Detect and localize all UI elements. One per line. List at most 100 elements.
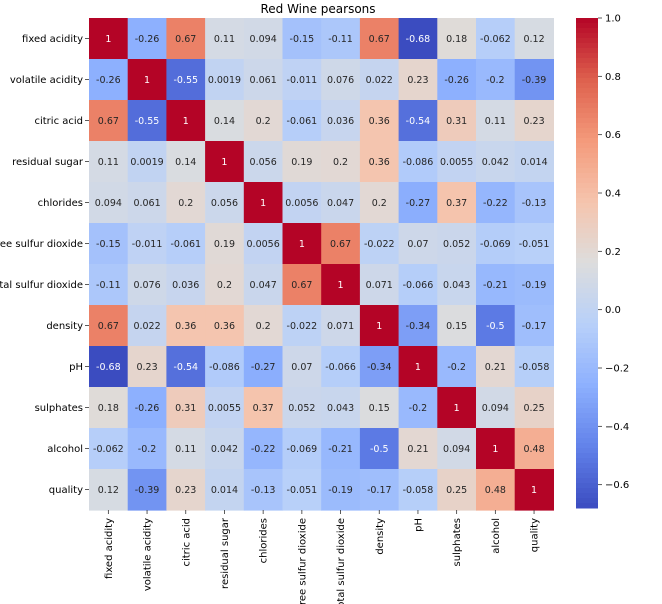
heatmap-cell (243, 223, 284, 265)
cell-value-label: -0.17 (522, 321, 547, 332)
heatmap-cell (437, 18, 477, 60)
heatmap-cell (321, 305, 361, 347)
heatmap-cell (166, 346, 206, 388)
cell-value-label: 0.094 (482, 403, 509, 414)
cell-value-label: 0.042 (211, 444, 238, 455)
colorbar-segment (576, 293, 598, 299)
cell-value-label: -0.15 (96, 239, 121, 250)
x-tick-label: free sulfur dioxide (297, 518, 308, 604)
colorbar-segment (576, 73, 598, 79)
heatmap-cell (437, 182, 477, 224)
cell-value-label: 0.37 (446, 198, 467, 209)
cell-value-label: -0.011 (132, 239, 163, 250)
heatmap-cell (437, 387, 477, 429)
cell-value-label: 0.094 (95, 198, 122, 209)
colorbar-segment (576, 233, 598, 239)
cell-value-label: -0.5 (486, 321, 505, 332)
colorbar-segment (576, 193, 598, 199)
heatmap-cell (205, 387, 245, 429)
cell-value-label: -0.68 (406, 34, 431, 45)
heatmap-cell (476, 387, 516, 429)
cell-value-label: -0.22 (251, 444, 276, 455)
colorbar-segment (576, 28, 598, 34)
cell-value-label: -0.21 (328, 444, 353, 455)
cell-value-label: 0.061 (133, 198, 160, 209)
colorbar-segment (576, 463, 598, 469)
cell-value-label: 0.014 (211, 485, 238, 496)
y-tick-label: density (46, 321, 83, 332)
heatmap-cell (127, 141, 167, 183)
heatmap-cell (359, 264, 400, 306)
cell-value-label: 1 (454, 403, 460, 414)
colorbar-segment (576, 228, 598, 234)
heatmap-cell (89, 141, 129, 183)
cell-value-label: -0.11 (96, 280, 121, 291)
y-tick-label: fixed acidity (22, 34, 83, 45)
colorbar-segment (576, 268, 598, 274)
colorbar-segment (576, 83, 598, 89)
heatmap-cell (476, 18, 516, 60)
heatmap-cell (514, 428, 554, 470)
heatmap-cell (437, 264, 477, 306)
cell-value-label: 0.07 (291, 362, 312, 373)
colorbar-segment (576, 413, 598, 419)
colorbar-segment (576, 308, 598, 314)
cell-value-label: 0.23 (523, 116, 544, 127)
cell-value-label: -0.39 (522, 75, 547, 86)
heatmap-cell (359, 223, 400, 265)
heatmap-cell (398, 100, 438, 142)
cell-value-label: -0.19 (522, 280, 547, 291)
cell-value-label: -0.34 (406, 321, 431, 332)
heatmap-cell (398, 387, 438, 429)
cell-value-label: 0.0056 (247, 239, 280, 250)
heatmap-cell (205, 223, 245, 265)
colorbar-segment (576, 148, 598, 154)
heatmap-cell (359, 100, 400, 142)
heatmap-cell (398, 59, 438, 101)
cell-value-label: -0.17 (367, 485, 392, 496)
cell-value-label: -0.058 (403, 485, 434, 496)
y-tick-label: total sulfur dioxide (0, 280, 83, 291)
heatmap-cell (127, 469, 167, 511)
cell-value-label: 0.0055 (440, 157, 473, 168)
x-tick-label: pH (413, 518, 424, 532)
cell-value-label: 0.071 (327, 321, 354, 332)
heatmap-cell (282, 428, 322, 470)
cell-value-label: 0.21 (485, 362, 506, 373)
cell-value-label: 0.052 (288, 403, 315, 414)
x-tick-label: volatile acidity (143, 518, 154, 591)
cell-value-label: 0.11 (175, 444, 196, 455)
cell-value-label: 0.047 (327, 198, 354, 209)
y-axis: fixed acidity volatile acidity citric acid… (0, 34, 89, 496)
cell-value-label: -0.062 (93, 444, 124, 455)
cell-value-label: 0.14 (175, 157, 196, 168)
heatmap-cell (243, 469, 284, 511)
colorbar-segment (576, 448, 598, 454)
colorbar-tick-label: −0.4 (605, 422, 629, 433)
heatmap-cell (243, 18, 284, 60)
heatmap-cell (514, 469, 554, 511)
x-tick-label: residual sugar (220, 517, 231, 589)
y-tick-label: sulphates (35, 403, 83, 414)
heatmap-cell (243, 100, 284, 142)
cell-value-label: 0.12 (523, 34, 544, 45)
heatmap-cell (437, 100, 477, 142)
colorbar-segment (576, 188, 598, 194)
cell-value-label: 0.014 (520, 157, 547, 168)
cell-value-label: -0.34 (367, 362, 392, 373)
cell-value-label: 0.67 (330, 239, 351, 250)
cell-value-label: 0.36 (175, 321, 196, 332)
colorbar-segment (576, 48, 598, 54)
colorbar-segment (576, 103, 598, 109)
colorbar-segment (576, 153, 598, 159)
cell-value-label: 0.071 (366, 280, 393, 291)
cell-value-label: 0.37 (253, 403, 274, 414)
cell-value-label: 0.0019 (130, 157, 163, 168)
cell-value-label: 0.67 (98, 116, 119, 127)
heatmap-cell (243, 428, 284, 470)
heatmap-cell (127, 264, 167, 306)
heatmap-cell (127, 387, 167, 429)
heatmap-cells (89, 18, 554, 511)
heatmap-cell (243, 141, 284, 183)
